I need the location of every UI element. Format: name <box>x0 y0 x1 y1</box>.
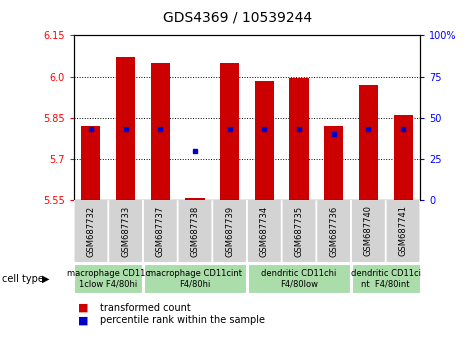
FancyBboxPatch shape <box>247 199 281 263</box>
Text: GSM687738: GSM687738 <box>190 205 200 257</box>
Bar <box>393 115 413 200</box>
Text: dendritic CD11ci
nt  F4/80int: dendritic CD11ci nt F4/80int <box>351 269 421 289</box>
Text: GDS4369 / 10539244: GDS4369 / 10539244 <box>163 11 312 25</box>
Text: GSM687737: GSM687737 <box>156 205 165 257</box>
Text: GSM687735: GSM687735 <box>294 205 304 257</box>
FancyBboxPatch shape <box>213 199 247 263</box>
Bar <box>289 78 309 200</box>
Bar <box>151 63 170 200</box>
Text: cell type: cell type <box>2 274 44 284</box>
FancyBboxPatch shape <box>143 199 177 263</box>
Text: GSM687739: GSM687739 <box>225 205 234 257</box>
FancyBboxPatch shape <box>109 199 142 263</box>
Text: GSM687741: GSM687741 <box>399 205 408 257</box>
Bar <box>359 85 378 200</box>
FancyBboxPatch shape <box>386 199 420 263</box>
Text: dendritic CD11chi
F4/80low: dendritic CD11chi F4/80low <box>261 269 337 289</box>
Bar <box>255 81 274 200</box>
Text: macrophage CD11c
1clow F4/80hi: macrophage CD11c 1clow F4/80hi <box>67 269 150 289</box>
FancyBboxPatch shape <box>74 199 108 263</box>
Bar <box>116 57 135 200</box>
Bar <box>220 63 239 200</box>
Text: percentile rank within the sample: percentile rank within the sample <box>100 315 265 325</box>
Bar <box>247 264 351 293</box>
Bar <box>143 264 247 293</box>
Text: ▶: ▶ <box>42 274 49 284</box>
Text: GSM687732: GSM687732 <box>86 205 95 257</box>
FancyBboxPatch shape <box>317 199 351 263</box>
Text: GSM687740: GSM687740 <box>364 205 373 257</box>
Bar <box>81 126 101 200</box>
Text: GSM687733: GSM687733 <box>121 205 130 257</box>
Text: ■: ■ <box>78 315 89 325</box>
Text: GSM687734: GSM687734 <box>260 205 269 257</box>
Bar <box>185 198 205 200</box>
FancyBboxPatch shape <box>282 199 316 263</box>
Bar <box>352 264 420 293</box>
Bar <box>74 264 142 293</box>
Text: GSM687736: GSM687736 <box>329 205 338 257</box>
Text: transformed count: transformed count <box>100 303 190 313</box>
Bar <box>324 126 343 200</box>
FancyBboxPatch shape <box>352 199 385 263</box>
Text: ■: ■ <box>78 303 89 313</box>
Text: macrophage CD11cint
F4/80hi: macrophage CD11cint F4/80hi <box>148 269 242 289</box>
FancyBboxPatch shape <box>178 199 212 263</box>
